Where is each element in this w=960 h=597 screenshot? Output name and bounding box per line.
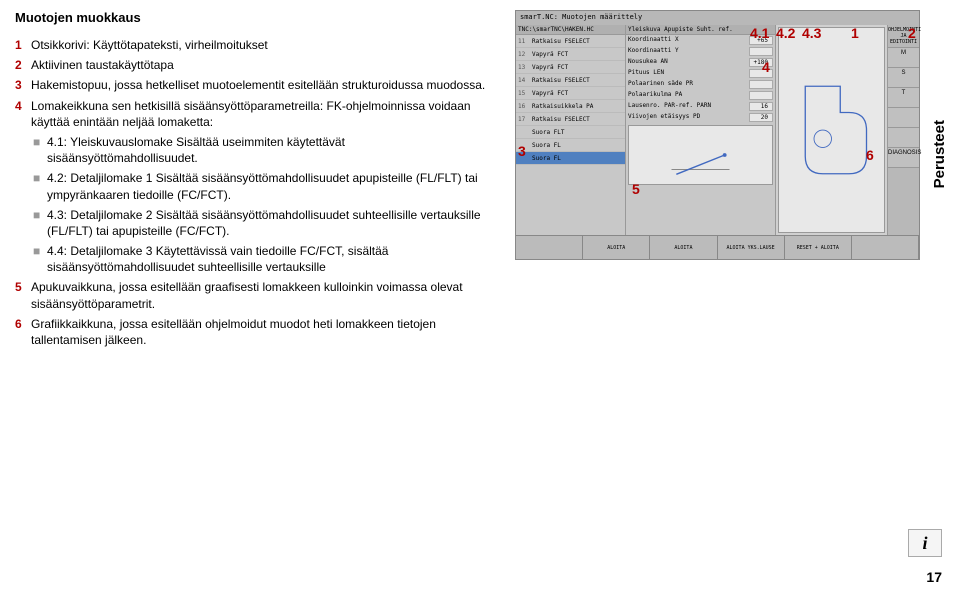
- mode-button[interactable]: [888, 108, 919, 128]
- softkey-button[interactable]: [516, 236, 583, 259]
- item-number: 4: [15, 98, 31, 130]
- params-panel: Yleiskuva Apupiste Suht. ref. Koordinaat…: [626, 25, 776, 235]
- annotation-4: 4: [762, 59, 770, 75]
- annotation-5: 5: [632, 181, 640, 197]
- mode-button[interactable]: T: [888, 88, 919, 108]
- param-row[interactable]: Pituus LEN: [626, 68, 775, 79]
- item-text: Aktiivinen taustakäyttötapa: [31, 57, 495, 73]
- item-number: 5: [15, 279, 31, 311]
- bullet-icon: ■: [33, 170, 47, 202]
- annotation-6: 6: [866, 147, 874, 163]
- window-title: smarT.NC: Muotojen määrittely: [516, 11, 919, 25]
- cnc-screenshot: smarT.NC: Muotojen määrittely TNC:\smarT…: [515, 10, 920, 260]
- help-graphic: [628, 125, 773, 185]
- annotation-3: 3: [518, 143, 526, 159]
- subitem-text: 4.3: Detaljilomake 2 Sisältää sisäänsyöt…: [47, 207, 495, 239]
- subitem-text: 4.1: Yleiskuvauslomake Sisältää useimmit…: [47, 134, 495, 166]
- softkey-bar: ALOITAALOITAALOITA YKS.LAUSERESET + ALOI…: [516, 235, 919, 259]
- tree-row[interactable]: 11Ratkaisu FSELECT: [516, 35, 625, 48]
- subitem: ■ 4.3: Detaljilomake 2 Sisältää sisäänsy…: [33, 207, 495, 239]
- list-item: 6 Grafiikkaikkuna, jossa esitellään ohje…: [15, 316, 495, 348]
- tree-row[interactable]: 13Vapyrä FCT: [516, 61, 625, 74]
- annotation-1: 1: [851, 25, 859, 41]
- list-item: 4 Lomakeikkuna sen hetkisillä sisäänsyöt…: [15, 98, 495, 130]
- list-item: 3 Hakemistopuu, jossa hetkelliset muotoe…: [15, 77, 495, 93]
- chapter-tab: Perusteet: [931, 120, 948, 188]
- list-item: 5 Apukuvaikkuna, jossa esitellään graafi…: [15, 279, 495, 311]
- item-number: 1: [15, 37, 31, 53]
- param-row[interactable]: Polaarinen säde PR: [626, 79, 775, 90]
- mode-button[interactable]: S: [888, 68, 919, 88]
- softkey-button[interactable]: ALOITA: [650, 236, 717, 259]
- tree-row[interactable]: 17Ratkaisu FSELECT: [516, 113, 625, 126]
- item-text: Otsikkorivi: Käyttötapateksti, virheilmo…: [31, 37, 495, 53]
- item-number: 2: [15, 57, 31, 73]
- subitem: ■ 4.4: Detaljilomake 3 Käytettävissä vai…: [33, 243, 495, 275]
- param-row[interactable]: Viivojen etäisyys PD20: [626, 112, 775, 123]
- page-number: 17: [926, 569, 942, 585]
- info-icon: i: [908, 529, 942, 557]
- item-text: Grafiikkaikkuna, jossa esitellään ohjelm…: [31, 316, 495, 348]
- page-title: Muotojen muokkaus: [15, 10, 495, 25]
- annotation-2: 2: [908, 25, 916, 41]
- item-number: 3: [15, 77, 31, 93]
- item-text: Apukuvaikkuna, jossa esitellään graafise…: [31, 279, 495, 311]
- param-row[interactable]: Polaarikulma PA: [626, 90, 775, 101]
- softkey-button[interactable]: ALOITA: [583, 236, 650, 259]
- preview-graphic: [778, 27, 885, 233]
- file-path: TNC:\smarTNC\HAKEN.HC: [516, 25, 625, 35]
- tree-row[interactable]: 15Vapyrä FCT: [516, 87, 625, 100]
- param-row[interactable]: Lausenro. PAR-ref. PARN16: [626, 101, 775, 112]
- tree-row[interactable]: 12Vapyrä FCT: [516, 48, 625, 61]
- list-item: 2 Aktiivinen taustakäyttötapa: [15, 57, 495, 73]
- mode-sidebar: OHJELMOINTI JA EDITOINTI MSTDIAGNOSIS: [887, 25, 919, 235]
- tree-row[interactable]: Suora FL: [516, 152, 625, 165]
- annotation-4-3: 4.3: [802, 25, 821, 41]
- bullet-icon: ■: [33, 243, 47, 275]
- tree-row[interactable]: Suora FLT: [516, 126, 625, 139]
- softkey-button[interactable]: ALOITA YKS.LAUSE: [718, 236, 785, 259]
- subitem: ■ 4.2: Detaljilomake 1 Sisältää sisäänsy…: [33, 170, 495, 202]
- item-number: 6: [15, 316, 31, 348]
- subitem-text: 4.4: Detaljilomake 3 Käytettävissä vain …: [47, 243, 495, 275]
- bullet-icon: ■: [33, 134, 47, 166]
- param-row[interactable]: Koordinaatti Y: [626, 46, 775, 57]
- list-item: 1 Otsikkorivi: Käyttötapateksti, virheil…: [15, 37, 495, 53]
- mode-button[interactable]: DIAGNOSIS: [888, 148, 919, 168]
- item-text: Lomakeikkuna sen hetkisillä sisäänsyöttö…: [31, 98, 495, 130]
- mode-button[interactable]: [888, 128, 919, 148]
- mode-button[interactable]: M: [888, 48, 919, 68]
- softkey-button[interactable]: [852, 236, 919, 259]
- subitem-text: 4.2: Detaljilomake 1 Sisältää sisäänsyöt…: [47, 170, 495, 202]
- softkey-button[interactable]: RESET + ALOITA: [785, 236, 852, 259]
- annotation-4-1: 4.1: [750, 25, 769, 41]
- tree-row[interactable]: 14Ratkaisu FSELECT: [516, 74, 625, 87]
- tree-row[interactable]: Suora FL: [516, 139, 625, 152]
- item-text: Hakemistopuu, jossa hetkelliset muotoele…: [31, 77, 495, 93]
- tree-panel: TNC:\smarTNC\HAKEN.HC 11Ratkaisu FSELECT…: [516, 25, 626, 235]
- param-row[interactable]: Nousukea AN+180: [626, 57, 775, 68]
- bullet-icon: ■: [33, 207, 47, 239]
- annotation-4-2: 4.2: [776, 25, 795, 41]
- subitem: ■ 4.1: Yleiskuvauslomake Sisältää useimm…: [33, 134, 495, 166]
- tree-row[interactable]: 16Ratkaisuikkela PA: [516, 100, 625, 113]
